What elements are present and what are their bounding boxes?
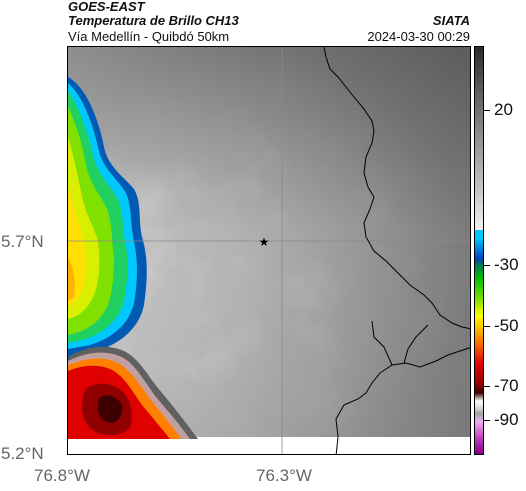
star-icon: ★	[259, 235, 270, 249]
satellite-name: GOES-EAST	[68, 0, 145, 14]
map-panel[interactable]: ★	[67, 46, 471, 455]
colorbar-label-20: 20	[494, 100, 513, 119]
timestamp-label: 2024-03-30 00:29	[367, 29, 470, 44]
colorbar-label-minus-30: -30	[494, 255, 519, 274]
source-label: SIATA	[432, 13, 470, 28]
colorbar	[474, 46, 484, 455]
colorbar-tick	[484, 326, 490, 327]
colorbar-tick	[484, 420, 490, 421]
colorbar-label-minus-50: -50	[494, 316, 519, 335]
lon-label-76.8: 76.8°W	[34, 466, 90, 485]
colorbar-label-minus-70: -70	[494, 376, 519, 395]
location-label: Vía Medellín - Quibdó 50km	[68, 29, 230, 44]
border-line-south	[335, 347, 470, 454]
lat-label-5.2: 5.2°N	[1, 444, 44, 463]
colorbar-tick	[484, 110, 490, 111]
colorbar-tick	[484, 265, 490, 266]
lon-label-76.3: 76.3°W	[256, 466, 312, 485]
border-line	[323, 47, 470, 330]
colorbar-label-minus-90: -90	[494, 410, 519, 429]
satellite-image: ★	[68, 47, 470, 454]
product-title: Temperatura de Brillo CH13	[68, 13, 239, 28]
lat-label-5.7: 5.7°N	[1, 232, 44, 251]
colorbar-tick	[484, 386, 490, 387]
